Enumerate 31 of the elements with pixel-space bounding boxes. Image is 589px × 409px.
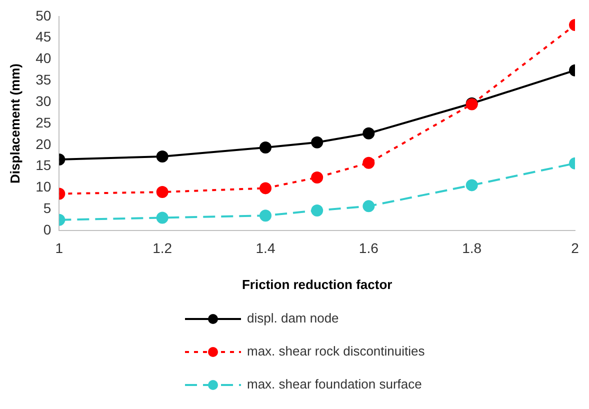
y-tick-label: 45	[36, 28, 52, 45]
point	[362, 156, 375, 169]
point	[362, 127, 375, 140]
y-tick-label: 15	[36, 157, 52, 174]
x-tick-label: 1.2	[152, 240, 172, 256]
y-tick-label: 40	[36, 50, 52, 66]
y-tick-label: 5	[43, 200, 52, 216]
point	[260, 141, 272, 154]
y-tick-label: 20	[36, 136, 52, 152]
x-axis-title: Friction reduction factor	[242, 276, 392, 292]
x-tick-label: 1	[55, 240, 64, 256]
x-tick-label: 1.4	[256, 240, 276, 256]
y-tick-label: 35	[36, 72, 52, 88]
y-tick-label: 0	[43, 221, 52, 238]
point	[311, 171, 324, 184]
y-tick-label: 25	[36, 114, 52, 130]
point	[260, 210, 272, 222]
legend-label: displ. dam node	[247, 310, 339, 326]
y-tick-label: 10	[36, 178, 52, 195]
x-tick-label: 2	[571, 240, 580, 256]
point	[362, 200, 375, 212]
y-axis-title: Displacement (mm)	[7, 64, 22, 184]
y-tick-label: 50	[36, 7, 52, 24]
legend-label: max. shear foundation surface	[247, 376, 422, 392]
point	[311, 204, 324, 216]
y-tick-label: 30	[36, 92, 52, 109]
point	[260, 182, 272, 194]
legend-label: max. shear rock discontinuities	[247, 344, 426, 359]
x-tick-label: 1.6	[358, 240, 379, 256]
point	[311, 136, 324, 148]
x-tick-label: 1.8	[462, 240, 482, 256]
